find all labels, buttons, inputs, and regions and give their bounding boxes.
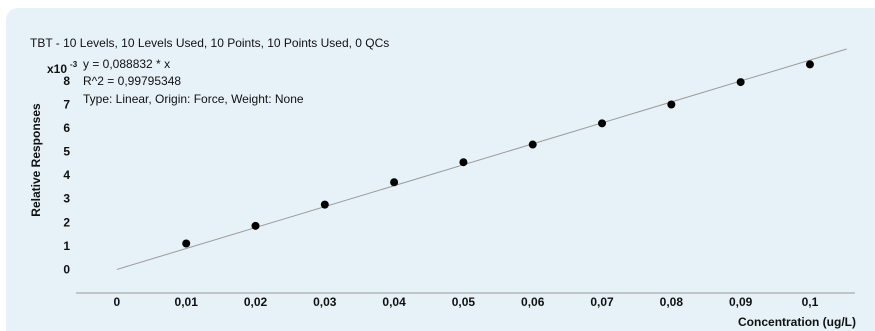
data-point	[251, 221, 260, 230]
fit-equation: y = 0,088832 * x	[83, 57, 170, 71]
x-tick-label: 0,01	[175, 295, 199, 309]
r-squared-value: R^2 = 0,99795348	[83, 74, 181, 88]
x-tick-label: 0,03	[313, 295, 337, 309]
data-point	[598, 119, 607, 128]
y-axis-label: Relative Responses	[29, 103, 43, 217]
x-tick-label: 0,02	[244, 295, 268, 309]
data-points-layer	[182, 60, 814, 248]
x-tick-label: 0,08	[660, 295, 684, 309]
fit-info: Type: Linear, Origin: Force, Weight: Non…	[83, 92, 304, 106]
y-tick-label: 2	[63, 215, 70, 229]
x-tick-label: 0,09	[729, 295, 753, 309]
x-tick-labels: 0 0,01 0,02 0,03 0,04 0,05 0,06 0,07 0,08 0,09 0,1	[114, 295, 819, 309]
y-tick-label: 0	[63, 262, 70, 276]
data-point	[528, 140, 537, 149]
data-point	[182, 239, 191, 248]
y-tick-label: 3	[63, 192, 70, 206]
x-tick-label: 0,04	[382, 295, 406, 309]
data-point	[736, 78, 745, 87]
y-tick-label: 6	[63, 121, 70, 135]
y-multiplier-base: x10	[47, 62, 67, 76]
y-tick-labels: 0 1 2 3 4 5 6 7 8	[63, 74, 70, 277]
data-point	[805, 60, 814, 69]
x-tick-label: 0,1	[802, 295, 819, 309]
fit-line-layer	[116, 48, 847, 270]
x-tick-label: 0	[114, 295, 121, 309]
y-tick-label: 7	[63, 97, 70, 111]
data-point	[667, 100, 676, 109]
chart-title: TBT - 10 Levels, 10 Levels Used, 10 Poin…	[30, 36, 389, 50]
y-tick-label: 5	[63, 145, 70, 159]
x-tick-label: 0,05	[452, 295, 476, 309]
data-point	[390, 178, 399, 187]
y-tick-label: 1	[63, 239, 70, 253]
y-multiplier-label: x10 -3	[47, 60, 78, 76]
y-tick-label: 4	[63, 168, 70, 182]
y-multiplier-exponent: -3	[70, 60, 78, 69]
fit-line	[116, 48, 847, 270]
chart-panel	[6, 8, 875, 331]
x-axis-label: Concentration (ug/L)	[738, 315, 856, 329]
x-tick-label: 0,06	[521, 295, 545, 309]
data-point	[459, 158, 468, 167]
data-point	[320, 200, 329, 209]
y-tick-label: 8	[63, 74, 70, 88]
x-tick-label: 0,07	[590, 295, 614, 309]
